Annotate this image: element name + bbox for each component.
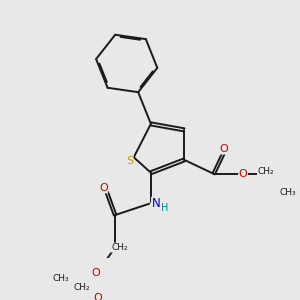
Text: H: H <box>161 203 168 213</box>
Text: CH₃: CH₃ <box>280 188 296 197</box>
Text: CH₂: CH₂ <box>111 243 128 252</box>
Text: O: O <box>94 292 102 300</box>
Text: O: O <box>219 144 228 154</box>
Text: O: O <box>91 268 100 278</box>
Text: O: O <box>239 169 248 179</box>
Text: O: O <box>99 183 108 193</box>
Text: S: S <box>126 156 133 166</box>
Text: CH₂: CH₂ <box>257 167 274 176</box>
Text: CH₂: CH₂ <box>74 283 90 292</box>
Text: CH₃: CH₃ <box>52 274 69 283</box>
Text: N: N <box>152 197 161 210</box>
